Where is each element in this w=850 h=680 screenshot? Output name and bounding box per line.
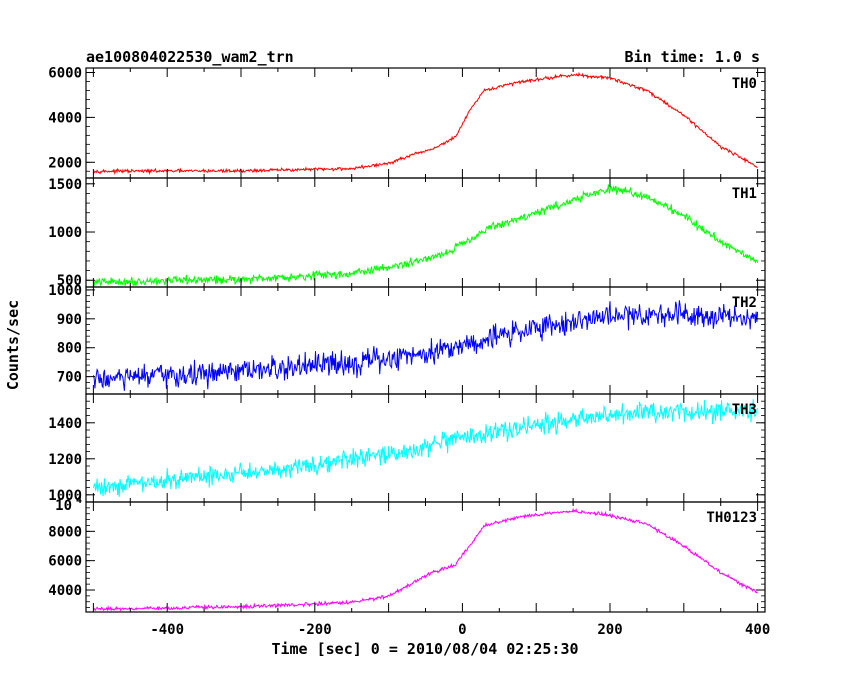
panel-label-th1: TH1 bbox=[732, 186, 757, 202]
x-axis-ticks: -400 -200 0 200 400 bbox=[150, 622, 770, 638]
y-tick-label: 1000 bbox=[48, 488, 82, 504]
y-exponent-label: 10 bbox=[55, 498, 72, 514]
panel-label-th2: TH2 bbox=[732, 295, 757, 311]
y-tick-label: 1000 bbox=[48, 225, 82, 241]
x-tick-label: 400 bbox=[745, 622, 770, 638]
panel-label-th0123: TH0123 bbox=[706, 510, 757, 526]
panel-th2: 700 800 900 1000 TH2 bbox=[48, 283, 766, 395]
panel-label-th3: TH3 bbox=[732, 402, 757, 418]
panel-frame bbox=[85, 67, 766, 179]
x-axis-label: Time [sec] 0 = 2010/08/04 02:25:30 bbox=[271, 640, 578, 658]
x-tick-label: 200 bbox=[597, 622, 622, 638]
y-tick-label: 1000 bbox=[48, 283, 82, 299]
x-tick-label: -400 bbox=[150, 622, 184, 638]
trace-th0 bbox=[93, 72, 758, 176]
trace-th0123 bbox=[92, 507, 758, 612]
panels-group: 200040006000TH050010001500TH170080090010… bbox=[48, 65, 766, 613]
y-tick-label: 6000 bbox=[48, 65, 82, 81]
y-tick-label: 1500 bbox=[48, 177, 82, 193]
panel-th0123: 4000 6000 8000 TH0123 10 4 bbox=[48, 495, 766, 613]
bin-time-label: Bin time: 1.0 s bbox=[625, 48, 760, 66]
chart-title: ae100804022530_wam2_trn bbox=[86, 48, 294, 66]
y-tick-label: 4000 bbox=[48, 583, 82, 599]
panel-label-th0: TH0 bbox=[732, 76, 757, 92]
panel-th0: 2000 4000 6000 TH0 bbox=[48, 65, 766, 179]
y-tick-label: 700 bbox=[57, 370, 82, 386]
y-tick-label: 900 bbox=[57, 312, 82, 328]
panel-th3: 1000 1200 1400 TH3 bbox=[48, 393, 766, 504]
x-tick-label: -200 bbox=[298, 622, 332, 638]
y-tick-label: 8000 bbox=[48, 524, 82, 540]
panel-frame bbox=[85, 393, 766, 503]
panel-frame bbox=[85, 501, 766, 613]
x-tick-label: 0 bbox=[458, 622, 466, 638]
panel-frame bbox=[85, 286, 766, 395]
y-tick-label: 1200 bbox=[48, 452, 82, 468]
panel-frame bbox=[85, 177, 766, 288]
y-tick-label: 6000 bbox=[48, 554, 82, 570]
y-tick-label: 500 bbox=[57, 273, 82, 289]
trace-th3 bbox=[92, 399, 759, 497]
trace-th1 bbox=[92, 184, 759, 287]
panel-th1: 500 1000 1500 TH1 bbox=[48, 177, 766, 289]
y-tick-label: 800 bbox=[57, 341, 82, 357]
y-axis-label: Counts/sec bbox=[4, 300, 22, 390]
y-tick-label: 1400 bbox=[48, 416, 82, 432]
y-tick-label: 4000 bbox=[48, 110, 82, 126]
y-exponent-sup: 4 bbox=[76, 495, 82, 506]
y-tick-label: 2000 bbox=[48, 155, 82, 171]
trace-th2 bbox=[92, 300, 759, 391]
